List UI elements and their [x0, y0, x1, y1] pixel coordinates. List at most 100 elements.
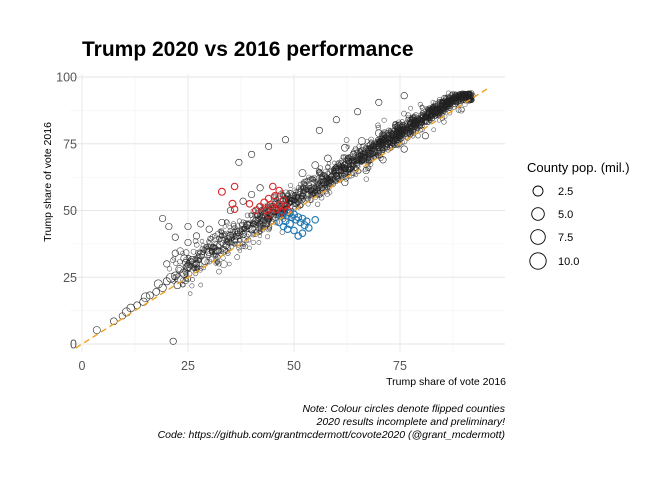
county-point	[408, 114, 417, 123]
county-point	[190, 277, 195, 282]
county-point	[292, 197, 298, 203]
reference-line-y-equals-x	[75, 87, 490, 349]
county-point	[397, 134, 403, 140]
county-point	[438, 111, 443, 116]
county-point	[353, 156, 360, 163]
county-point	[248, 213, 254, 218]
county-point	[408, 125, 417, 133]
county-point	[417, 101, 423, 107]
county-point	[188, 291, 193, 296]
county-point	[166, 272, 176, 283]
county-point	[247, 225, 256, 234]
county-point	[341, 144, 349, 152]
county-point	[401, 110, 407, 117]
county-point	[235, 233, 242, 239]
county-point	[434, 109, 439, 115]
county-point	[275, 199, 280, 204]
county-point	[364, 138, 370, 144]
county-point	[320, 186, 326, 192]
county-point	[381, 117, 387, 123]
county-point	[307, 176, 313, 183]
county-point	[441, 105, 447, 111]
county-point	[209, 234, 216, 240]
county-point	[234, 227, 244, 237]
county-point	[431, 107, 436, 113]
county-point	[180, 254, 189, 263]
county-point	[189, 283, 195, 289]
county-point	[244, 233, 250, 240]
county-point	[310, 176, 316, 182]
legend-circle-2-5	[532, 185, 544, 197]
county-point	[192, 260, 201, 268]
county-point	[338, 168, 344, 174]
county-point	[262, 222, 267, 228]
county-point	[193, 242, 200, 248]
legend-label-2-5: 2.5	[558, 186, 573, 198]
county-point	[287, 189, 292, 195]
county-point	[400, 126, 408, 134]
county-point	[396, 132, 404, 140]
county-point	[209, 243, 218, 252]
county-point	[343, 176, 349, 182]
county-point	[429, 106, 434, 111]
county-point	[226, 206, 234, 215]
county-point	[173, 281, 182, 290]
county-point	[179, 281, 186, 288]
county-point	[152, 288, 160, 296]
county-point	[301, 187, 307, 193]
county-point	[201, 257, 209, 265]
county-point	[276, 191, 285, 200]
county-point	[244, 212, 251, 219]
county-point	[383, 140, 392, 148]
county-point	[375, 129, 383, 137]
county-point	[441, 119, 447, 125]
county-point	[180, 271, 186, 277]
county-point	[145, 291, 154, 300]
county-point	[238, 227, 245, 234]
flipped-county-point	[269, 204, 277, 212]
county-point	[249, 220, 256, 227]
county-point	[400, 145, 408, 153]
county-point	[452, 99, 457, 105]
county-point	[311, 161, 319, 169]
flipped-county-point	[273, 205, 281, 214]
county-point	[92, 326, 101, 335]
county-point	[184, 222, 192, 231]
county-point	[382, 129, 388, 135]
county-point	[451, 100, 459, 108]
county-point	[210, 245, 216, 250]
county-point	[434, 104, 440, 110]
county-point	[265, 226, 272, 233]
county-point	[239, 230, 247, 239]
county-point	[424, 106, 431, 113]
county-point	[200, 243, 206, 248]
y-tick-label: 100	[56, 71, 77, 85]
county-point	[217, 236, 224, 242]
county-point	[257, 228, 263, 234]
flipped-county-point	[245, 200, 254, 208]
county-point	[205, 247, 214, 256]
county-point	[300, 184, 306, 190]
county-point	[206, 252, 212, 259]
county-point	[425, 107, 434, 116]
county-point	[375, 124, 382, 131]
x-tick-label: 25	[181, 359, 195, 373]
county-point	[307, 185, 315, 193]
county-point	[170, 257, 176, 264]
county-point	[366, 141, 374, 149]
county-point	[400, 119, 405, 124]
county-point	[197, 262, 203, 267]
county-point	[225, 231, 231, 237]
county-point	[414, 120, 420, 126]
county-point	[227, 261, 232, 267]
county-point	[226, 231, 235, 240]
flipped-county-point	[305, 224, 313, 232]
county-point	[375, 98, 383, 106]
county-point	[192, 232, 201, 240]
county-point	[465, 93, 471, 99]
legend-title: County pop. (mil.)	[527, 160, 630, 175]
county-point	[320, 178, 328, 187]
county-point	[454, 94, 460, 100]
county-point	[183, 262, 193, 271]
county-point	[419, 105, 426, 111]
